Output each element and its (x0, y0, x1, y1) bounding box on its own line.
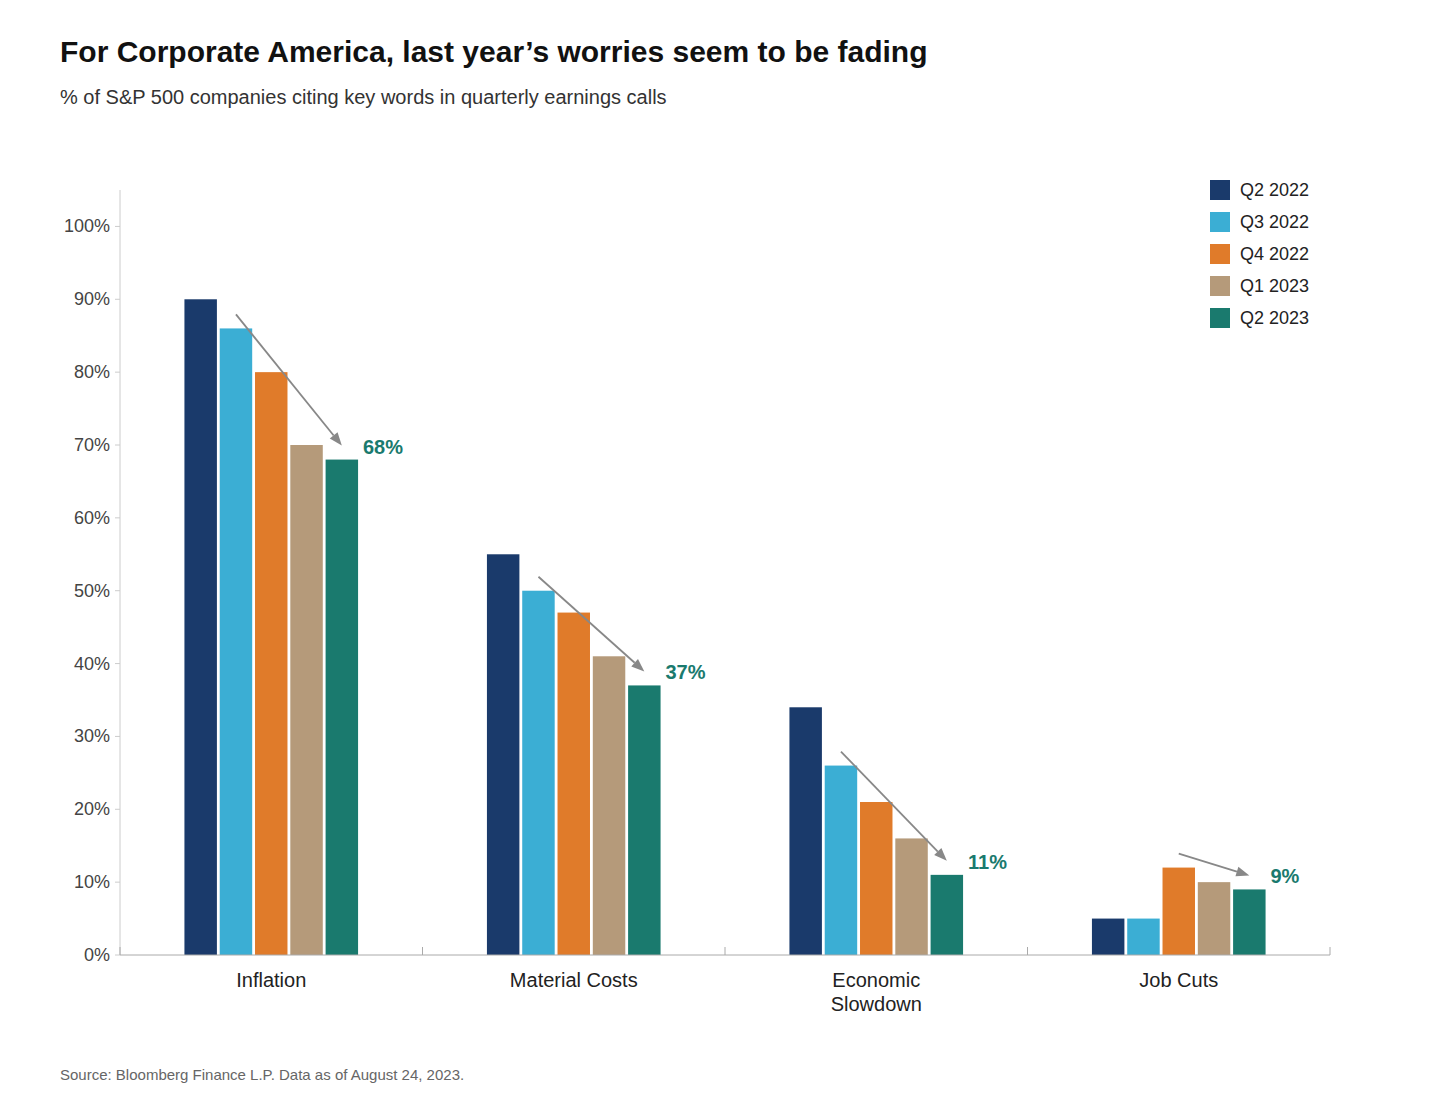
y-tick (115, 299, 120, 300)
bar (895, 838, 927, 955)
bar (184, 299, 216, 955)
x-axis: Inflation Material Costs EconomicSlowdown J… (120, 947, 1330, 1015)
legend-label: Q2 2023 (1240, 308, 1309, 328)
y-tick (115, 590, 120, 591)
bar (593, 656, 625, 955)
y-tick (115, 372, 120, 373)
annotation-arrowhead (1235, 867, 1249, 877)
legend-swatch (1210, 244, 1230, 264)
bar (1092, 919, 1124, 955)
y-tick-label: 90% (74, 289, 110, 309)
x-tick-label: Material Costs (510, 969, 638, 991)
x-tick-label: Inflation (236, 969, 306, 991)
source: Source: Bloomberg Finance L.P. Data as o… (60, 1066, 464, 1083)
y-tick (115, 517, 120, 518)
x-tick-label-line: Material Costs (510, 969, 638, 991)
annotation-arrowhead (631, 659, 644, 671)
y-tick-label: 30% (74, 726, 110, 746)
y-tick-label: 60% (74, 508, 110, 528)
bar (789, 707, 821, 955)
chart-svg: For Corporate America, last year’s worri… (0, 0, 1440, 1108)
bar (1198, 882, 1230, 955)
legend: Q2 2022 Q3 2022 Q4 2022 Q1 2023 Q2 2023 (1210, 180, 1309, 328)
group-separator (725, 947, 726, 955)
bars (184, 299, 1265, 955)
group-separator (120, 947, 121, 955)
x-tick-label-line: Inflation (236, 969, 306, 991)
bar (628, 685, 660, 955)
bar (1127, 919, 1159, 955)
legend-label: Q2 2022 (1240, 180, 1309, 200)
annotation-arrowhead (934, 848, 947, 861)
y-tick (115, 226, 120, 227)
y-tick-label: 10% (74, 872, 110, 892)
legend-swatch (1210, 212, 1230, 232)
annotation-label: 68% (363, 436, 403, 458)
chart-container: For Corporate America, last year’s worri… (0, 0, 1440, 1108)
x-tick-label: Job Cuts (1139, 969, 1218, 991)
x-tick-label-line: Slowdown (831, 993, 922, 1015)
bar (255, 372, 287, 955)
bar (326, 460, 358, 955)
y-tick-label: 50% (74, 581, 110, 601)
annotation-label: 9% (1271, 865, 1300, 887)
legend-label: Q3 2022 (1240, 212, 1309, 232)
bar (825, 766, 857, 955)
title: For Corporate America, last year’s worri… (60, 35, 928, 68)
y-tick (115, 663, 120, 664)
legend-swatch (1210, 180, 1230, 200)
subtitle: % of S&P 500 companies citing key words … (60, 86, 667, 108)
annotation-arrow (538, 577, 634, 663)
group-separator (1330, 947, 1331, 955)
bar (931, 875, 963, 955)
y-tick-label: 100% (64, 216, 110, 236)
y-tick (115, 809, 120, 810)
y-tick-label: 0% (84, 945, 110, 965)
annotation-arrow (841, 752, 938, 852)
bar (487, 554, 519, 955)
annotations: 68% 37% 11% 9% (236, 314, 1300, 887)
bar (558, 613, 590, 955)
annotation-label: 11% (968, 851, 1007, 873)
bar (1163, 868, 1195, 955)
y-tick-label: 40% (74, 654, 110, 674)
y-tick (115, 955, 120, 956)
bar (1233, 889, 1265, 955)
legend-swatch (1210, 308, 1230, 328)
legend-label: Q4 2022 (1240, 244, 1309, 264)
x-tick-label: EconomicSlowdown (831, 969, 922, 1015)
y-tick-label: 80% (74, 362, 110, 382)
y-tick (115, 445, 120, 446)
x-tick-label-line: Job Cuts (1139, 969, 1218, 991)
y-axis-line (120, 190, 121, 955)
legend-label: Q1 2023 (1240, 276, 1309, 296)
legend-swatch (1210, 276, 1230, 296)
bar (522, 591, 554, 955)
bar (290, 445, 322, 955)
y-tick (115, 882, 120, 883)
annotation-arrow (1179, 854, 1237, 872)
annotation-arrowhead (330, 432, 342, 445)
x-tick-label-line: Economic (832, 969, 920, 991)
bar (220, 328, 252, 955)
group-separator (422, 947, 423, 955)
annotation-arrow (236, 314, 334, 435)
y-tick-label: 70% (74, 435, 110, 455)
y-tick (115, 736, 120, 737)
group-separator (1027, 947, 1028, 955)
annotation-label: 37% (666, 661, 706, 683)
y-tick-label: 20% (74, 799, 110, 819)
bar (860, 802, 892, 955)
y-axis: 0% 10% 20% 30% 40% 50% 60% 70% 80% 90% 100% (64, 190, 120, 965)
